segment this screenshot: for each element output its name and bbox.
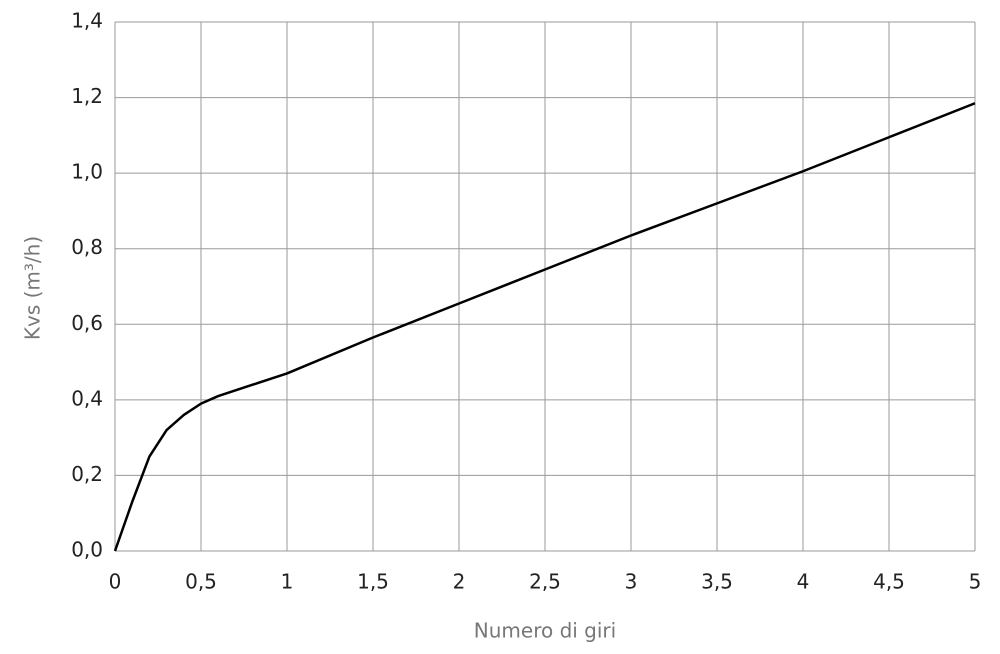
x-tick-label: 1,5 [357, 570, 389, 594]
x-tick-label: 0,5 [185, 570, 217, 594]
y-tick-label: 0,0 [71, 538, 103, 562]
x-tick-label: 2 [453, 570, 466, 594]
y-tick-label: 1,0 [71, 160, 103, 184]
y-tick-label: 0,2 [71, 462, 103, 486]
x-tick-label: 1 [281, 570, 294, 594]
x-tick-label: 4,5 [873, 570, 905, 594]
y-tick-label: 0,4 [71, 386, 103, 410]
x-tick-label: 3,5 [701, 570, 733, 594]
x-tick-label: 5 [969, 570, 982, 594]
data-line [113, 102, 976, 552]
x-tick-label: 4 [797, 570, 810, 594]
x-tick-label: 2,5 [529, 570, 561, 594]
y-tick-label: 1,4 [71, 9, 103, 33]
x-tick-label: 3 [625, 570, 638, 594]
y-tick-label: 1,2 [71, 84, 103, 108]
y-axis-title: Kvs (m³/h) [21, 236, 45, 340]
x-axis-title: Numero di giri [474, 619, 616, 643]
x-tick-label: 0 [109, 570, 122, 594]
y-tick-label: 0,6 [71, 311, 103, 335]
y-tick-label: 0,8 [71, 235, 103, 259]
